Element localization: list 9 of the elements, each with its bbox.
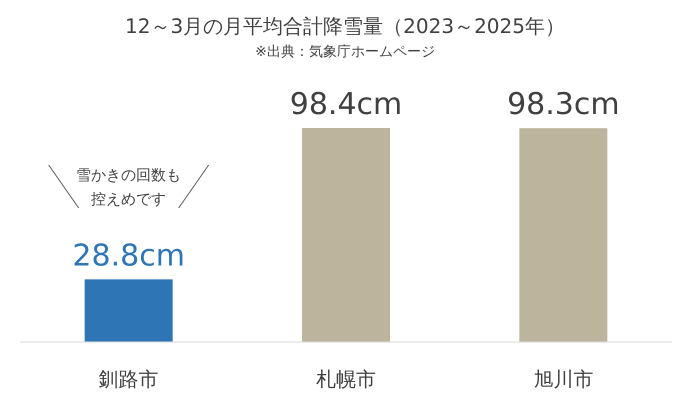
data-label: 98.4cm [290, 87, 402, 122]
x-tick-label: 札幌市 [316, 367, 376, 391]
data-label: 28.8cm [72, 238, 185, 274]
x-tick-label: 旭川市 [533, 367, 594, 391]
chart-title: 12～3月の月平均合計降雪量（2023～2025年） [125, 14, 565, 38]
chart-subtitle: ※出典：気象庁ホームページ [255, 44, 435, 60]
annotation: 雪かきの回数も控えめです [76, 166, 182, 208]
x-tick-label: 釧路市 [98, 367, 159, 391]
data-label: 98.3cm [507, 87, 620, 122]
